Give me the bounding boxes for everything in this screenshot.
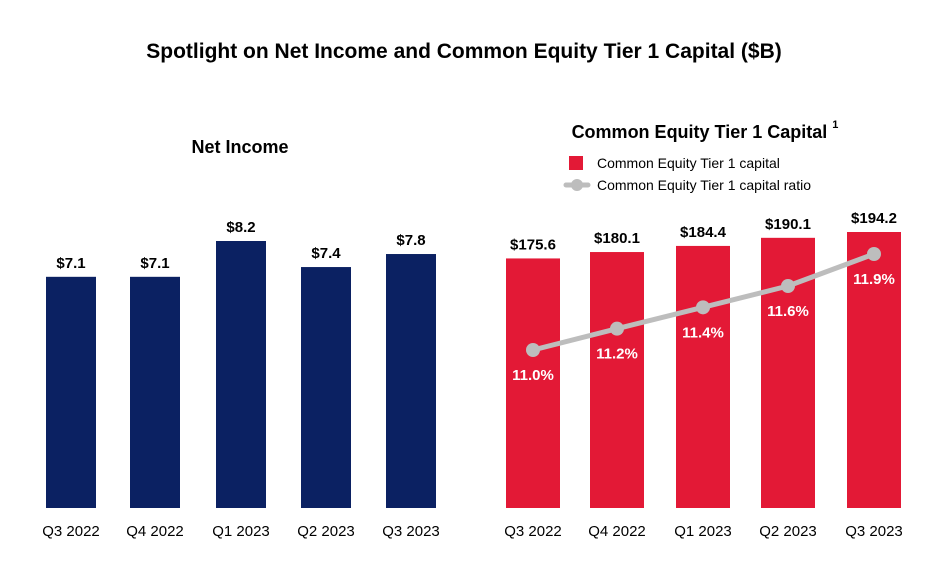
net-income-value-label: $7.4 — [311, 245, 341, 262]
cet1-ratio-labels: 11.0% 11.2% 11.4% 11.6% 11.9% — [512, 271, 895, 384]
cet1-x-tick: Q1 2023 — [674, 523, 732, 540]
cet1-ratio-label: 11.0% — [512, 367, 554, 384]
cet1-ratio-point — [610, 321, 624, 336]
cet1-title-footnote: 1 — [832, 119, 838, 131]
net-income-value-label: $7.1 — [56, 255, 85, 272]
page-title: Spotlight on Net Income and Common Equit… — [146, 40, 782, 63]
net-income-x-tick: Q3 2023 — [382, 523, 440, 540]
cet1-bar — [676, 245, 730, 508]
net-income-value-label: $8.2 — [226, 219, 255, 236]
cet1-value-label: $184.4 — [680, 224, 727, 241]
net-income-x-tick: Q1 2023 — [212, 523, 270, 540]
cet1-ratio-point — [781, 279, 795, 293]
net-income-value-label: $7.1 — [140, 255, 169, 272]
net-income-x-tick: Q2 2023 — [297, 523, 355, 540]
net-income-bar — [386, 254, 436, 508]
legend-line-label: Common Equity Tier 1 capital ratio — [597, 177, 811, 193]
cet1-x-tick: Q4 2022 — [588, 523, 646, 540]
net-income-x-axis: Q3 2022 Q4 2022 Q1 2023 Q2 2023 Q3 2023 — [42, 523, 440, 540]
net-income-value-label: $7.8 — [396, 232, 425, 249]
net-income-chart-title: Net Income — [191, 137, 288, 157]
net-income-bars — [46, 241, 436, 508]
cet1-ratio-label: 11.6% — [767, 303, 809, 320]
net-income-x-tick: Q3 2022 — [42, 523, 100, 540]
cet1-bar — [847, 232, 901, 508]
cet1-chart-title: Common Equity Tier 1 Capital — [572, 122, 828, 142]
cet1-bars — [506, 232, 901, 509]
cet1-x-axis: Q3 2022 Q4 2022 Q1 2023 Q2 2023 Q3 2023 — [504, 523, 903, 540]
cet1-chart: Common Equity Tier 1 Capital 1 Common Eq… — [504, 119, 903, 540]
cet1-ratio-label: 11.9% — [853, 271, 895, 288]
cet1-bar — [590, 252, 644, 508]
net-income-bar — [216, 241, 266, 508]
net-income-bar — [130, 276, 180, 508]
legend-bar-label: Common Equity Tier 1 capital — [597, 155, 780, 171]
cet1-ratio-label: 11.4% — [682, 324, 724, 341]
cet1-value-label: $190.1 — [765, 216, 811, 233]
cet1-ratio-line — [526, 247, 881, 357]
cet1-ratio-point — [526, 343, 540, 357]
cet1-value-labels: $175.6 $180.1 $184.4 $190.1 $194.2 — [510, 210, 897, 253]
cet1-x-tick: Q3 2022 — [504, 523, 562, 540]
cet1-ratio-point — [867, 247, 881, 261]
cet1-legend: Common Equity Tier 1 capital Common Equi… — [563, 155, 811, 193]
net-income-value-labels: $7.1 $7.1 $8.2 $7.4 $7.8 — [56, 219, 425, 272]
net-income-bar — [301, 267, 351, 508]
cet1-ratio-label: 11.2% — [596, 346, 638, 363]
legend-bar-swatch — [569, 156, 583, 170]
cet1-bar — [506, 258, 560, 508]
cet1-x-tick: Q3 2023 — [845, 523, 903, 540]
cet1-value-label: $180.1 — [594, 230, 640, 247]
cet1-value-label: $194.2 — [851, 210, 897, 227]
net-income-chart: Net Income $7.1 $7.1$8.2$7.4$7.8 Q3 2022 Q… — [42, 137, 440, 540]
cet1-value-label: $175.6 — [510, 236, 556, 253]
net-income-x-tick: Q4 2022 — [126, 523, 184, 540]
legend-line-marker — [571, 179, 583, 191]
cet1-x-tick: Q2 2023 — [759, 523, 817, 540]
net-income-bar — [46, 276, 96, 508]
cet1-chart-title-group: Common Equity Tier 1 Capital 1 — [572, 119, 839, 142]
cet1-ratio-point — [696, 300, 710, 315]
